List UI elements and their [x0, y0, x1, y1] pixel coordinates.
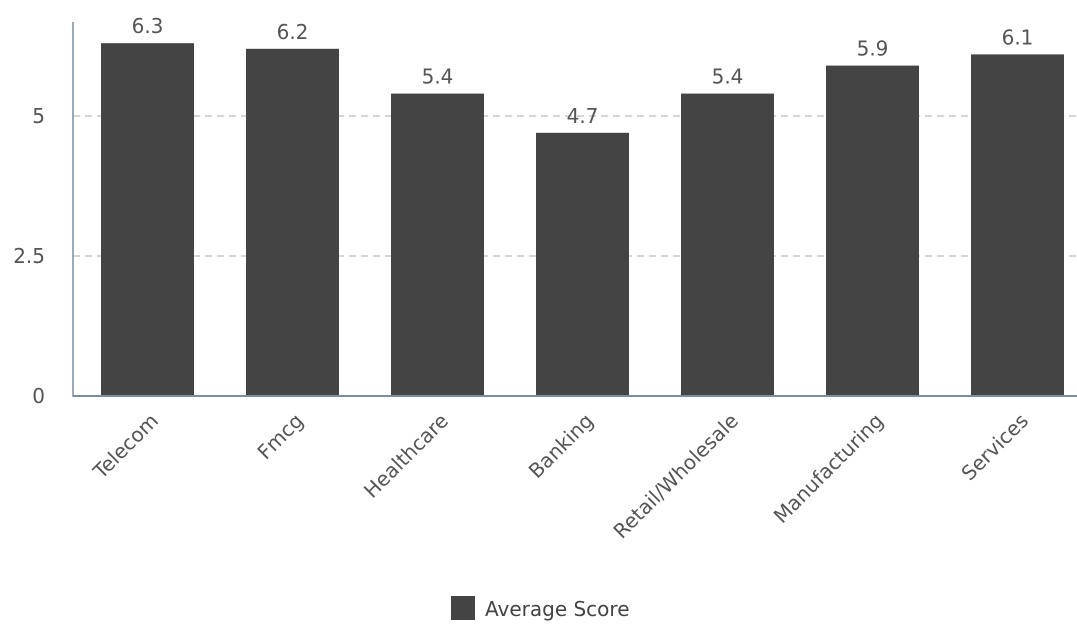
x-tick-label: Telecom [88, 409, 163, 484]
bar [681, 93, 774, 396]
data-label: 4.7 [567, 104, 599, 128]
bar [826, 65, 919, 396]
bars [101, 43, 1064, 397]
axes [72, 22, 1077, 397]
y-tick-label: 2.5 [13, 244, 45, 268]
x-tick-label: Manufacturing [769, 409, 888, 528]
bar [101, 43, 194, 396]
x-tick-label: Retail/Wholesale [608, 409, 743, 544]
y-tick-label: 5 [32, 104, 45, 128]
bar [391, 93, 484, 396]
bar [536, 132, 629, 397]
bar [971, 54, 1064, 397]
data-label: 5.4 [422, 65, 454, 89]
bar [246, 48, 339, 397]
legend-swatch [451, 596, 475, 620]
x-tick-label: Services [956, 409, 1033, 486]
data-label: 5.4 [712, 65, 744, 89]
data-label: 6.3 [132, 14, 164, 38]
data-label: 6.1 [1002, 25, 1034, 49]
x-tick-label: Fmcg [252, 409, 308, 465]
legend-label: Average Score [485, 597, 630, 621]
y-tick-label: 0 [32, 384, 45, 408]
data-label: 5.9 [857, 37, 889, 61]
legend: Average Score [451, 596, 630, 621]
data-label: 6.2 [277, 20, 309, 44]
x-tick-label: Healthcare [359, 409, 453, 503]
x-tick-label: Banking [524, 409, 598, 483]
